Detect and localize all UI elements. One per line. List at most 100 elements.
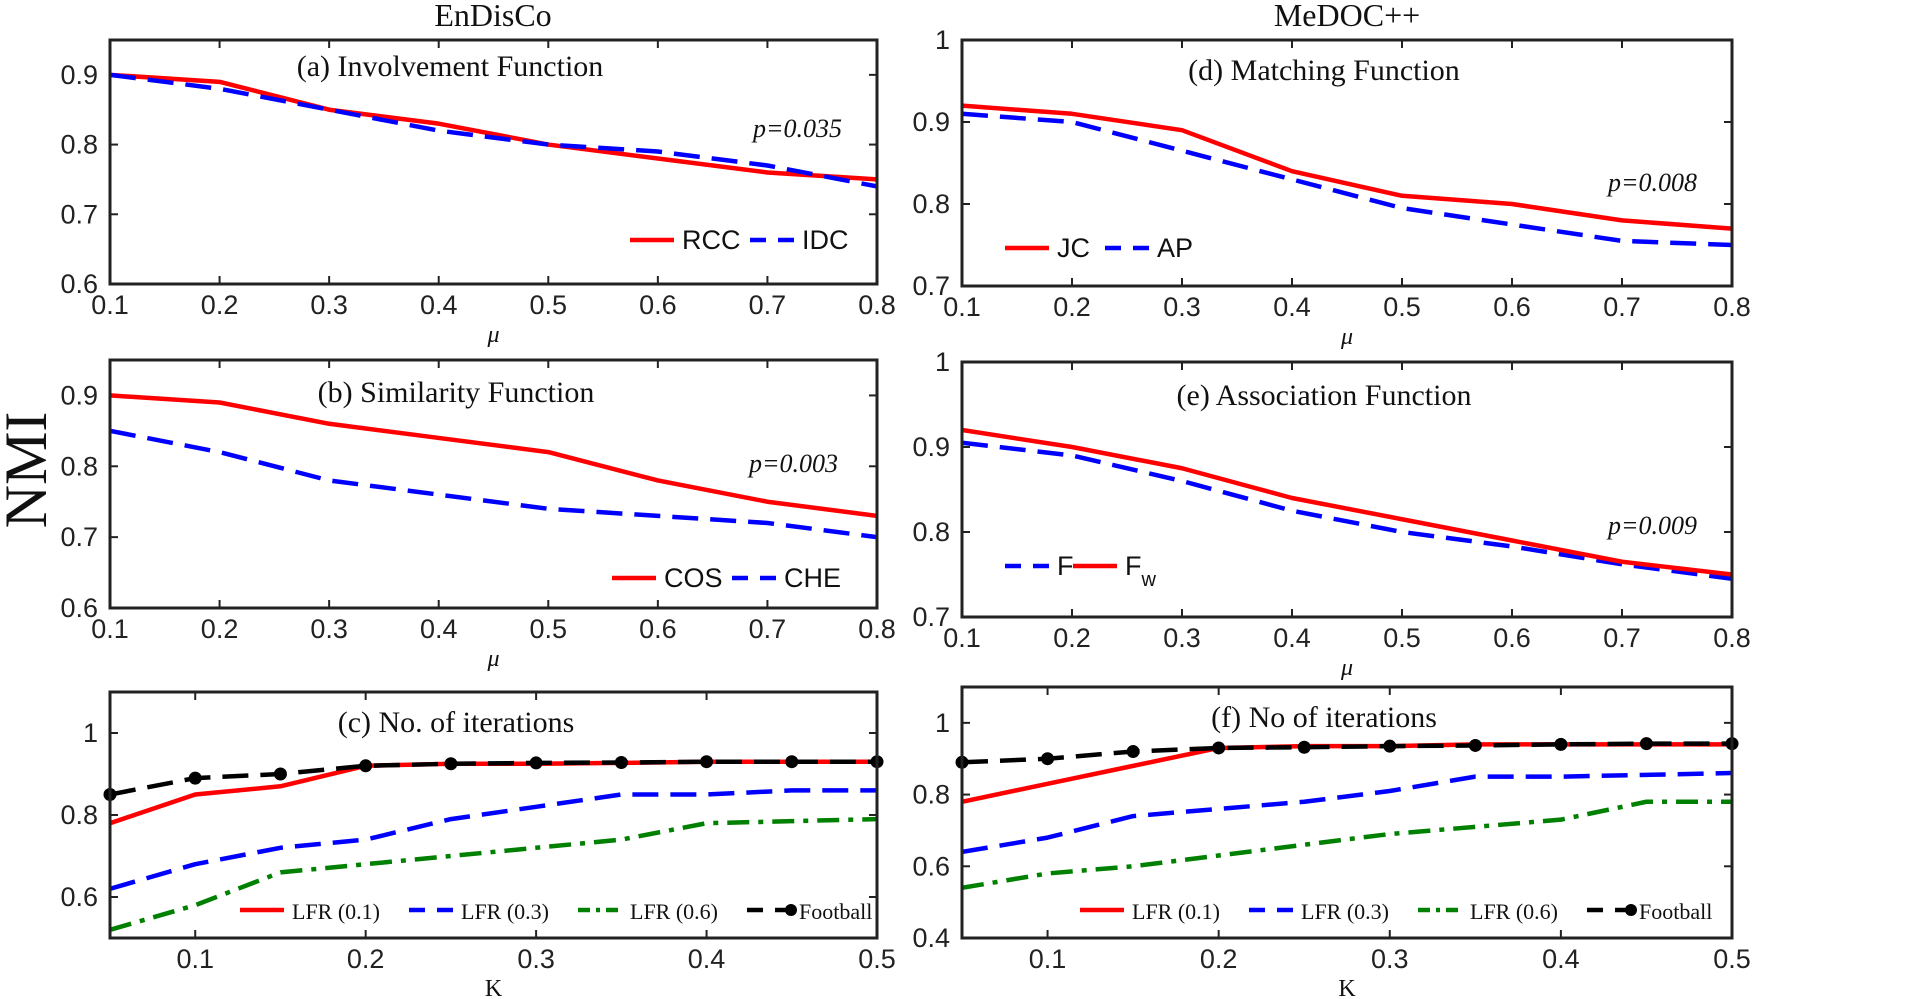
- panel-b: 0.1 0.2 0.3 0.4 0.5 0.6 0.7 0.8 0.6 0.7 0.8 0.9 (b) …: [60, 358, 896, 672]
- right-column-title: MeDOC++: [1274, 0, 1420, 33]
- p-value-annotation: p=0.035: [751, 114, 842, 143]
- x-tick-label: 0.2: [1053, 623, 1091, 653]
- x-tick-label: 0.8: [1713, 623, 1751, 653]
- x-tick-label: 0.7: [749, 290, 787, 320]
- panel-title: (b) Similarity Function: [318, 376, 595, 409]
- x-tick-label: 0.5: [530, 290, 568, 320]
- legend: RCC IDC: [630, 225, 849, 255]
- data-point: [1383, 739, 1397, 753]
- series-line-f: [962, 440, 1732, 581]
- axes-frame: [108, 358, 879, 610]
- x-tick-label: 0.4: [1542, 944, 1580, 974]
- data-point: [1639, 737, 1653, 751]
- data-point: [700, 755, 714, 769]
- y-tick-label: 1: [935, 25, 950, 55]
- series-group: [110, 759, 877, 932]
- x-axis-label: μ: [1340, 655, 1353, 681]
- p-value-annotation: p=0.003: [747, 449, 838, 478]
- legend-label: COS: [664, 563, 723, 593]
- legend-label: LFR (0.6): [630, 899, 718, 924]
- panel-d: 0.1 0.2 0.3 0.4 0.5 0.6 0.7 0.8 0.7 0.8 0.9 1 (d) Ma…: [912, 25, 1750, 350]
- y-tick-label: 0.7: [60, 522, 98, 552]
- x-tick-label: 0.6: [639, 290, 677, 320]
- x-tick-label: 0.4: [420, 614, 458, 644]
- data-point: [614, 756, 628, 770]
- x-tick-label: 0.6: [1493, 623, 1531, 653]
- data-point: [1041, 752, 1055, 766]
- y-tick-label: 0.6: [912, 851, 950, 881]
- legend-label: Football: [799, 899, 872, 924]
- p-value-annotation: p=0.009: [1606, 511, 1697, 540]
- panel-title: (f) No of iterations: [1211, 701, 1437, 734]
- data-point: [1554, 737, 1568, 751]
- x-axis-label: μ: [486, 646, 499, 672]
- legend-label: JC: [1057, 233, 1090, 263]
- legend: LFR (0.1) LFR (0.3) LFR (0.6) Football: [240, 899, 872, 924]
- axes-frame: [108, 690, 879, 940]
- data-point: [1297, 740, 1311, 754]
- series-line-lfr-0-3-: [110, 788, 877, 891]
- series-line-ap: [962, 111, 1732, 248]
- legend-label: LFR (0.3): [461, 899, 549, 924]
- y-tick-label: 0.9: [912, 107, 950, 137]
- data-point: [1126, 745, 1140, 759]
- x-tick-label: 0.7: [1603, 292, 1641, 322]
- x-tick-label: 0.3: [310, 290, 348, 320]
- y-tick-label: 0.6: [60, 882, 98, 912]
- axes-frame: [108, 38, 879, 286]
- axes-frame: [960, 360, 1734, 619]
- legend-label: F: [1057, 551, 1074, 581]
- x-tick-label: 0.7: [1603, 623, 1641, 653]
- x-tick-label: 0.5: [1383, 292, 1421, 322]
- y-tick-label: 0.6: [60, 269, 98, 299]
- series-line-che: [110, 428, 877, 540]
- x-tick-label: 0.4: [1273, 623, 1311, 653]
- y-tick-label: 1: [935, 708, 950, 738]
- legend-label: CHE: [784, 563, 841, 593]
- x-tick-label: 0.1: [943, 292, 981, 322]
- x-tick-label: 0.2: [201, 614, 239, 644]
- y-tick-label: 0.8: [912, 780, 950, 810]
- series-line-football: [110, 759, 877, 797]
- series-line-lfr-0-6-: [110, 816, 877, 932]
- y-tick-label: 0.8: [60, 130, 98, 160]
- x-tick-label: 0.3: [1371, 944, 1409, 974]
- legend-marker: [1625, 904, 1637, 916]
- y-tick-label: 0.8: [60, 800, 98, 830]
- data-point: [444, 757, 458, 771]
- x-tick-label: 0.1: [91, 614, 129, 644]
- legend-label: RCC: [682, 225, 741, 255]
- x-tick-label: 0.4: [688, 944, 726, 974]
- x-tick-label: 0.1: [91, 290, 129, 320]
- data-point: [1212, 741, 1226, 755]
- y-tick-label: 0.7: [60, 199, 98, 229]
- panel-f: 0.1 0.2 0.3 0.4 0.5 0.4 0.6 0.8 1 (f) No of itera…: [912, 685, 1751, 999]
- series-line-lfr-0-6-: [962, 799, 1732, 891]
- series-line-f: [962, 427, 1732, 577]
- panels: 0.1 0.2 0.3 0.4 0.5 0.6 0.7 0.8 0.6 0.7 0.8 0.9 (a) …: [60, 25, 1750, 999]
- x-tick-label: 0.5: [1713, 944, 1751, 974]
- panel-title: (c) No. of iterations: [338, 706, 575, 739]
- y-tick-label: 0.8: [60, 451, 98, 481]
- x-tick-label: 0.6: [1493, 292, 1531, 322]
- x-tick-label: 0.2: [201, 290, 239, 320]
- legend-label: IDC: [802, 225, 849, 255]
- y-tick-label: 0.8: [912, 189, 950, 219]
- series-line-lfr-0-1-: [962, 742, 1732, 804]
- panel-a: 0.1 0.2 0.3 0.4 0.5 0.6 0.7 0.8 0.6 0.7 0.8 0.9 (a) …: [60, 38, 896, 348]
- x-tick-label: 0.8: [1713, 292, 1751, 322]
- series-group: [110, 72, 877, 189]
- panel-c: 0.1 0.2 0.3 0.4 0.5 0.6 0.8 1 (c) No. of iterati…: [60, 690, 896, 999]
- p-value-annotation: p=0.008: [1606, 168, 1697, 197]
- x-tick-label: 0.2: [1200, 944, 1238, 974]
- y-tick-label: 1: [935, 347, 950, 377]
- x-tick-label: 0.3: [1163, 623, 1201, 653]
- x-axis-label: K: [1338, 976, 1356, 999]
- series-line-rcc: [110, 72, 877, 182]
- y-tick-label: 0.9: [60, 380, 98, 410]
- legend-label: Football: [1639, 899, 1712, 924]
- x-tick-label: 0.4: [420, 290, 458, 320]
- x-tick-label: 0.3: [310, 614, 348, 644]
- series-line-idc: [110, 72, 877, 189]
